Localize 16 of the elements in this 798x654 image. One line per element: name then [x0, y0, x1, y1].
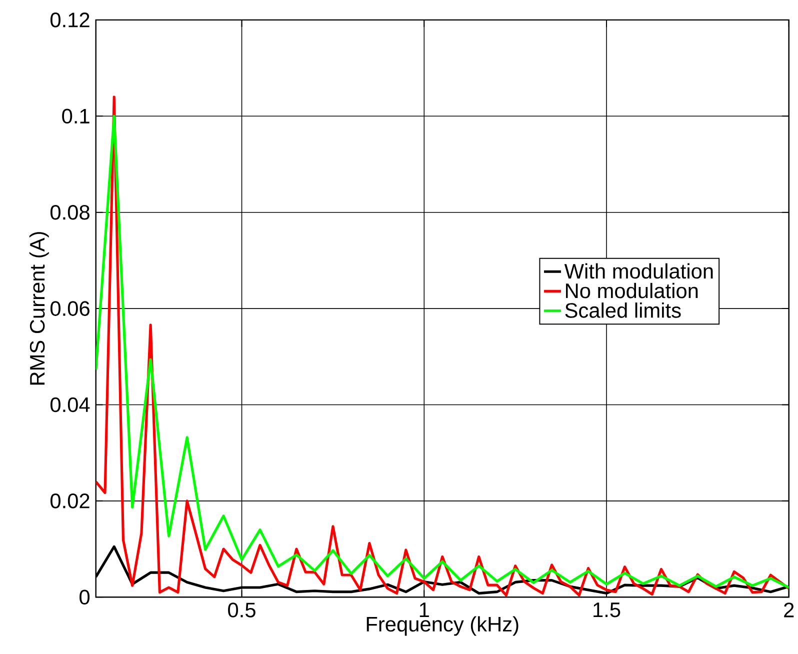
x-tick-label: 0.5 [228, 602, 256, 618]
legend-label: No modulation [566, 282, 698, 298]
y-tick-label: 0.08 [50, 204, 90, 220]
y-tick-label: 0.06 [50, 301, 90, 316]
y-tick-label: 0.02 [50, 494, 90, 508]
x-tick-label: 1.5 [594, 602, 620, 618]
y-tick-label: 0.04 [50, 397, 90, 412]
y-axis-title: RMS Current (A) [29, 232, 49, 385]
legend-label: Scaled limits [565, 302, 681, 318]
x-tick-label: 1 [420, 602, 429, 617]
legend-label: With modulation [564, 263, 713, 279]
y-tick-label: 0 [80, 590, 90, 605]
x-tick-label: 2 [784, 602, 794, 618]
y-tick-label: 0.12 [50, 12, 90, 28]
x-axis-title: Frequency (kHz) [366, 616, 518, 636]
y-tick-label: 0.1 [62, 108, 90, 124]
